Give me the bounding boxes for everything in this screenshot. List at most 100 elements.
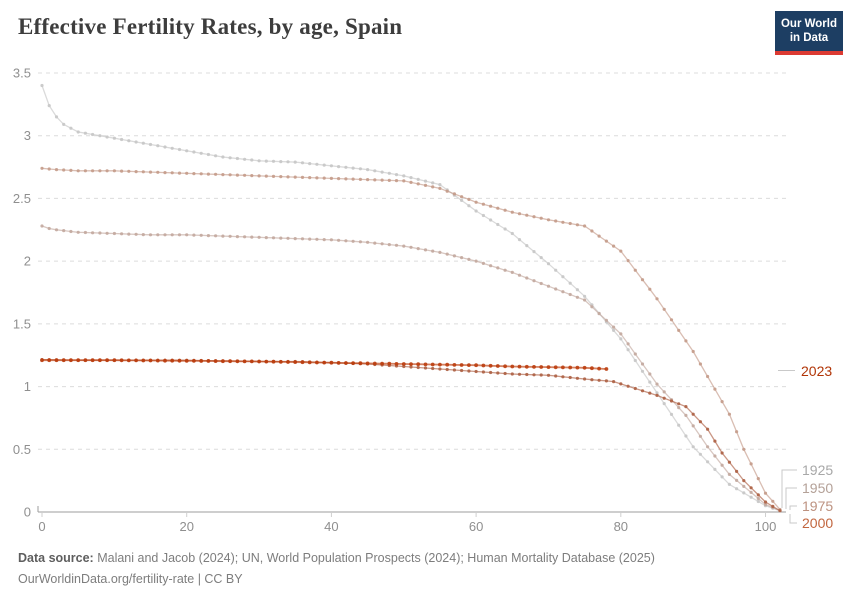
series-marker-1950 (409, 245, 413, 249)
series-2023[interactable] (40, 358, 609, 371)
series-marker-2000 (481, 370, 485, 374)
series-1925[interactable] (40, 83, 782, 513)
series-marker-1925 (756, 499, 760, 504)
series-marker-1950 (691, 424, 695, 428)
series-marker-2000 (648, 391, 652, 395)
series-marker-1975 (720, 400, 724, 404)
series-line-1925 (41, 85, 781, 512)
series-marker-2023 (604, 367, 609, 371)
series-marker-2023 (351, 361, 355, 365)
series-marker-1925 (293, 160, 297, 164)
series-marker-1975 (735, 430, 739, 434)
series-marker-1925 (300, 161, 305, 165)
series-marker-1925 (706, 460, 710, 464)
series-marker-2023 (148, 358, 153, 363)
series-marker-2023 (105, 358, 109, 363)
series-marker-1975 (684, 339, 688, 343)
series-marker-1975 (438, 186, 442, 190)
series-marker-1975 (583, 224, 587, 228)
series-marker-1975 (706, 374, 710, 379)
series-marker-2023 (90, 358, 95, 363)
series-marker-1925 (727, 482, 732, 486)
legend-label-1950[interactable]: 1950 (802, 480, 834, 496)
series-marker-1975 (698, 362, 703, 366)
series-marker-1975 (756, 477, 760, 481)
series-marker-1975 (344, 177, 348, 181)
series-marker-1950 (590, 305, 594, 309)
series-marker-1925 (250, 158, 254, 162)
series-marker-2000 (460, 368, 464, 373)
x-tick-label: 60 (469, 519, 483, 534)
series-marker-1975 (771, 499, 775, 503)
y-tick-label: 0 (24, 505, 31, 520)
series-marker-1975 (431, 185, 435, 189)
series-marker-1975 (228, 173, 232, 177)
data-source-label: Data source: (18, 551, 94, 565)
series-marker-1925 (366, 168, 370, 172)
series-marker-2000 (452, 368, 456, 372)
series-marker-1975 (597, 234, 601, 238)
series-2000[interactable] (40, 358, 782, 513)
series-marker-2023 (271, 359, 276, 364)
legend-label-1925[interactable]: 1925 (802, 462, 834, 478)
legend-label-2000[interactable]: 2000 (802, 515, 834, 531)
series-marker-2000 (691, 412, 695, 416)
owid-logo[interactable]: Our World in Data (775, 11, 843, 55)
series-marker-1950 (619, 332, 623, 336)
series-marker-1950 (474, 259, 478, 263)
series-marker-2023 (495, 364, 500, 368)
series-marker-2023 (344, 361, 348, 365)
series-marker-1950 (214, 234, 218, 238)
series-marker-1925 (127, 139, 131, 143)
series-marker-1950 (517, 273, 522, 277)
series-marker-1925 (134, 140, 138, 144)
series-1975[interactable] (40, 166, 782, 512)
series-marker-1975 (394, 179, 399, 183)
series-marker-1975 (105, 169, 109, 173)
series-marker-1925 (315, 162, 319, 166)
series-marker-1925 (243, 157, 247, 161)
series-marker-1925 (669, 412, 674, 416)
series-marker-1950 (546, 284, 551, 288)
series-marker-1950 (62, 229, 66, 233)
series-marker-1950 (467, 257, 471, 261)
connector-2000 (789, 514, 797, 524)
series-marker-1925 (264, 159, 268, 163)
series-marker-2023 (163, 358, 167, 363)
legend-label-1975[interactable]: 1975 (802, 498, 834, 514)
series-marker-2023 (401, 362, 406, 366)
series-marker-2000 (546, 373, 551, 377)
series-marker-1975 (387, 178, 391, 182)
series-marker-1925 (496, 222, 500, 227)
series-marker-1950 (626, 342, 630, 346)
series-marker-1950 (141, 233, 145, 237)
series-marker-2023 (365, 361, 370, 366)
series-marker-1975 (691, 349, 695, 354)
series-marker-1975 (517, 212, 522, 216)
series-marker-1950 (460, 256, 464, 260)
legend-label-2023[interactable]: 2023 (801, 363, 833, 379)
series-marker-1975 (54, 168, 59, 172)
series-marker-1925 (91, 132, 95, 137)
series-marker-1925 (474, 209, 478, 213)
series-marker-2023 (184, 359, 189, 363)
x-tick-label: 100 (755, 519, 777, 534)
series-marker-1975 (91, 169, 95, 173)
connector-1925 (781, 469, 797, 508)
series-1950[interactable] (40, 224, 782, 513)
series-marker-1975 (257, 174, 261, 178)
series-marker-2000 (431, 366, 435, 371)
connector-1950 (785, 487, 797, 509)
series-marker-1925 (423, 179, 428, 183)
series-marker-1925 (467, 204, 471, 208)
series-marker-1925 (98, 134, 102, 138)
series-marker-1950 (423, 248, 428, 252)
series-marker-2000 (510, 372, 514, 376)
series-marker-1975 (742, 447, 746, 451)
series-marker-2023 (474, 363, 478, 368)
series-marker-2023 (300, 360, 305, 365)
series-marker-1975 (633, 268, 637, 272)
series-marker-1975 (662, 307, 666, 311)
series-marker-2023 (286, 360, 290, 364)
series-marker-2023 (47, 358, 52, 363)
